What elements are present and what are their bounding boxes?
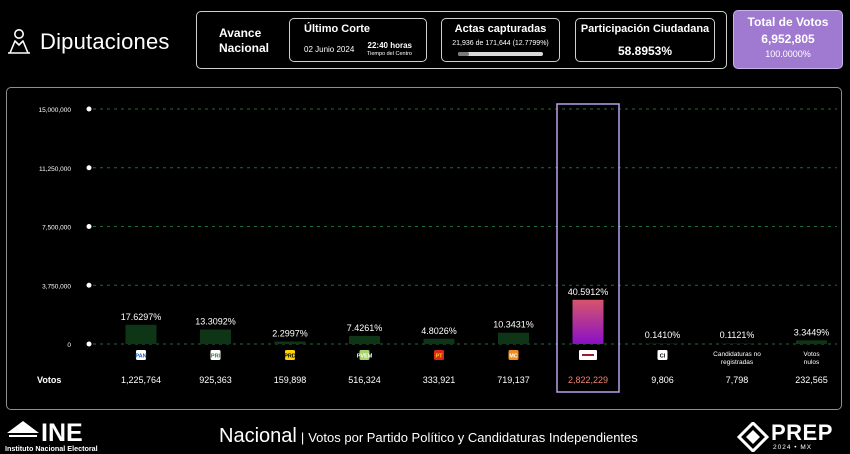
pan-logo-icon — [136, 350, 146, 360]
participacion-box: Participación Ciudadana 58.8953% — [575, 18, 715, 62]
prd-logo-icon — [285, 350, 295, 360]
vote-count-label: 719,137 — [497, 375, 530, 385]
pt-logo-text: PT — [435, 354, 443, 360]
bar-percentage-label: 40.5912% — [568, 287, 609, 297]
pvem-logo-text: PVEM — [357, 354, 373, 360]
y-tick-dot — [86, 106, 92, 112]
category-label: Votos — [803, 351, 820, 358]
actas-value: 21,936 de 171,644 (12.7799%) — [452, 40, 549, 47]
ultimo-corte-label: Último Corte — [304, 23, 370, 35]
y-tick-label: 3,750,000 — [42, 283, 71, 290]
pvem-logo-icon — [359, 350, 370, 360]
ultimo-corte-date: 02 Junio 2024 — [304, 45, 355, 54]
y-tick-dot — [86, 282, 92, 288]
pri-logo-text: PRI — [211, 354, 221, 360]
ine-full-name: Instituto Nacional Electoral — [5, 444, 98, 453]
bar-pan — [125, 324, 157, 344]
vote-count-label: 516,324 — [348, 375, 381, 385]
vote-count-label: 159,898 — [274, 375, 307, 385]
pt-logo-icon — [434, 350, 444, 360]
prep-logo-mark-icon — [737, 422, 769, 452]
prep-logo: PREP 2024 • MX — [737, 420, 843, 454]
y-tick-dot — [86, 165, 92, 171]
bar-mc — [498, 332, 529, 344]
chart-panel: 0 3,750,000 7,500,000 11,250,000 15,000,000 V… — [6, 87, 842, 410]
footer-title: Nacional | Votos por Partido Político y … — [219, 425, 638, 448]
vote-count-label: 9,806 — [651, 375, 674, 385]
vote-count-label: 925,363 — [199, 375, 232, 385]
page-title: Diputaciones — [40, 29, 170, 54]
total-votos-value: 6,952,805 — [761, 32, 815, 46]
mc-logo-text: MC — [509, 354, 518, 360]
actas-label: Actas capturadas — [454, 23, 547, 35]
highlight-frame — [556, 103, 620, 393]
ultimo-corte-time: 22:40 horas — [367, 41, 412, 50]
ine-logo: INE Instituto Nacional Electoral — [5, 419, 98, 453]
bar-percentage-label: 13.3092% — [195, 317, 236, 327]
footer-subtitle: Votos por Partido Político y Candidatura… — [308, 430, 638, 445]
category-label: Candidaturas no — [713, 351, 761, 358]
bar-prd — [274, 341, 306, 344]
total-votos-label: Total de Votos — [747, 15, 829, 29]
y-tick-label: 11,250,000 — [39, 166, 71, 173]
vote-count-label: 1,225,764 — [121, 375, 161, 385]
total-votos-pct: 100.0000% — [765, 49, 811, 59]
participacion-value: 58.8953% — [617, 44, 673, 58]
bar-pri — [200, 329, 231, 344]
votes-row-label: Votos — [37, 375, 61, 385]
bar-votos-nulos — [796, 340, 827, 344]
ci-logo-icon — [657, 350, 668, 360]
y-tick-dot — [86, 224, 92, 229]
total-votos-box: Total de Votos 6,952,805 100.0000% — [733, 10, 843, 69]
footer-nacional: Nacional — [219, 425, 297, 447]
prd-logo-text: PRD — [284, 354, 296, 360]
category-label: nulos — [804, 359, 820, 366]
avance-nacional-label: Avance Nacional — [219, 26, 270, 55]
bar-pvem — [349, 335, 380, 344]
ci-logo-text: CI — [660, 354, 666, 360]
actas-progress-fill — [458, 52, 469, 56]
bar-candidaturas-independientes — [647, 343, 678, 344]
prep-logo-year: 2024 • MX — [773, 444, 813, 451]
bar-percentage-label: 7.4261% — [347, 323, 383, 333]
person-icon — [8, 29, 30, 54]
pri-logo-icon — [210, 350, 221, 360]
footer-separator: | — [300, 430, 305, 445]
ine-logo-text: INE — [41, 419, 83, 447]
morena-logo-mark-icon — [582, 354, 594, 356]
bar-percentage-label: 10.3431% — [493, 320, 534, 330]
prep-logo-text: PREP — [771, 420, 833, 445]
bar-percentage-label: 17.6297% — [121, 312, 162, 322]
page-header: Diputaciones — [6, 24, 170, 60]
y-tick-dot — [86, 341, 92, 347]
bar-candidaturas-no-registradas — [721, 343, 753, 344]
bar-morena — [572, 299, 604, 344]
actas-capturadas-box: Actas capturadas 21,936 de 171,644 (12.7… — [441, 18, 560, 62]
y-tick-label: 0 — [67, 342, 71, 349]
vote-count-label: 232,565 — [795, 375, 828, 385]
participacion-label: Participación Ciudadana — [580, 23, 710, 35]
ultimo-corte-zone: Tiempo del Centro — [366, 51, 412, 57]
votes-bar-chart: 0 3,750,000 7,500,000 11,250,000 15,000,000 V… — [37, 103, 837, 393]
bar-percentage-label: 4.8026% — [421, 326, 457, 336]
ultimo-corte-box: Último Corte 02 Junio 2024 22:40 horas T… — [289, 18, 427, 62]
bar-percentage-label: 3.3449% — [794, 327, 830, 337]
vote-count-label: 7,798 — [726, 375, 749, 385]
actas-progress-bar — [458, 52, 543, 56]
vote-count-label: 2,822,229 — [568, 375, 608, 385]
bar-percentage-label: 0.1121% — [720, 330, 755, 340]
stats-panel: Avance Nacional Último Corte 02 Junio 20… — [196, 11, 727, 69]
category-label: registradas — [721, 359, 754, 366]
y-tick-label: 15,000,000 — [38, 107, 71, 114]
bar-pt — [423, 338, 455, 344]
bar-percentage-label: 2.2997% — [272, 328, 308, 338]
mc-logo-icon — [508, 350, 519, 360]
vote-count-label: 333,921 — [423, 375, 456, 385]
y-tick-label: 7,500,000 — [42, 225, 71, 232]
bar-percentage-label: 0.1410% — [645, 330, 681, 340]
pan-logo-text: PAN — [135, 354, 146, 360]
